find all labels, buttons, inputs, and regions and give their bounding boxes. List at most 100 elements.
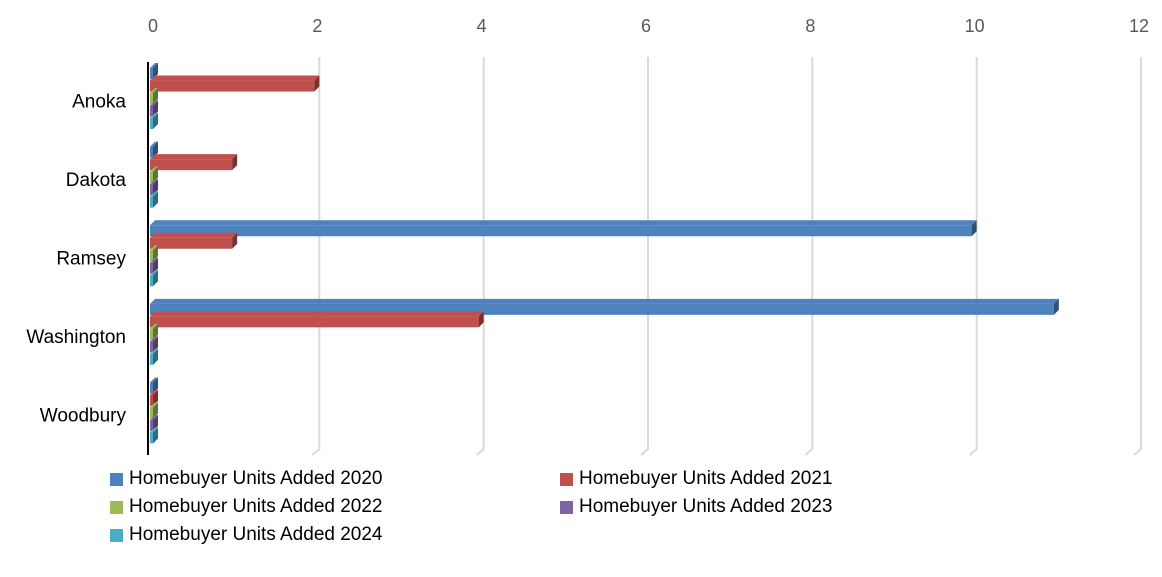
legend-item: Homebuyer Units Added 2024: [110, 524, 383, 546]
bar-front-face: [150, 432, 153, 444]
bar-side-face: [153, 377, 158, 394]
bar-chart: 0 2 4 6 8 10 12 Anoka Dakota Ramsey Washington Woo…: [26, 16, 1149, 456]
bar: [150, 257, 158, 274]
bar: [150, 377, 158, 394]
bar-side-face: [478, 311, 484, 328]
bar-front-face: [150, 93, 153, 105]
bar: [150, 245, 158, 262]
legend-item: Homebuyer Units Added 2022: [110, 496, 383, 518]
bar-front-face: [150, 184, 153, 196]
category-label: Woodbury: [40, 406, 127, 427]
bar-front-face: [150, 316, 479, 328]
bar: [150, 166, 158, 183]
category-label: Ramsey: [56, 249, 126, 270]
legend-swatch: [110, 528, 123, 542]
bar-front-face: [150, 80, 315, 92]
bar-front-face: [150, 196, 153, 208]
bar-top-face: [150, 166, 158, 172]
bar-side-face: [314, 75, 320, 92]
bar-front-face: [150, 328, 153, 340]
bar-front-face: [150, 171, 153, 183]
x-tick-label: 8: [805, 16, 815, 36]
x-tick-label: 10: [965, 16, 985, 36]
bar-side-face: [153, 323, 158, 340]
x-tick-label: 2: [312, 16, 322, 36]
bar-front-face: [150, 382, 153, 394]
legend-label: Homebuyer Units Added 2024: [129, 524, 383, 545]
bar: [150, 298, 1059, 315]
x-tick-labels: 0 2 4 6 8 10 12: [148, 16, 1149, 36]
bar-side-face: [153, 166, 158, 183]
bar: [150, 232, 238, 249]
bar: [150, 154, 238, 171]
bar-front-face: [150, 419, 153, 431]
bar-side-face: [153, 88, 158, 105]
x-tick-label: 6: [641, 16, 651, 36]
bar: [150, 179, 158, 196]
bar-top-face: [150, 245, 158, 251]
bar-side-face: [153, 100, 158, 117]
gridline: [969, 57, 978, 456]
bar-top-face: [150, 298, 1059, 304]
bar-top-face: [150, 414, 158, 420]
legend-item: Homebuyer Units Added 2021: [560, 468, 833, 490]
category-label: Anoka: [72, 91, 126, 112]
bar-front-face: [150, 275, 153, 287]
bar-side-face: [153, 389, 158, 406]
legend-item: Homebuyer Units Added 2020: [110, 468, 383, 490]
bar-top-face: [150, 113, 158, 119]
bar-top-face: [150, 75, 320, 81]
bar-top-face: [150, 179, 158, 185]
bar-front-face: [150, 353, 153, 365]
bar: [150, 88, 158, 105]
bar: [150, 402, 158, 419]
bar-top-face: [150, 257, 158, 263]
category-label: Washington: [26, 327, 126, 348]
gridline: [311, 57, 321, 456]
bar-top-face: [150, 220, 977, 226]
bar-top-face: [150, 336, 158, 342]
legend-swatch: [110, 472, 123, 486]
bar-side-face: [153, 245, 158, 262]
bar: [150, 348, 158, 365]
bar-top-face: [150, 100, 158, 106]
bar-front-face: [150, 105, 153, 117]
gridline: [1133, 57, 1142, 456]
bar-top-face: [150, 63, 158, 69]
bar: [150, 220, 977, 237]
bar-side-face: [232, 154, 238, 171]
bar-top-face: [150, 88, 158, 94]
bar-top-face: [150, 323, 158, 329]
bar-side-face: [153, 270, 158, 287]
bar-front-face: [150, 341, 153, 353]
gridline: [804, 57, 814, 456]
bar: [150, 270, 158, 287]
bar-top-face: [150, 389, 158, 395]
bar-side-face: [153, 191, 158, 208]
bar-top-face: [150, 311, 484, 317]
bar-side-face: [153, 141, 158, 158]
bar-side-face: [232, 232, 238, 249]
bars: [150, 63, 1059, 444]
grid-layer: [311, 57, 1142, 456]
bar-front-face: [150, 159, 233, 171]
x-tick-label: 12: [1129, 16, 1149, 36]
gridline: [640, 57, 649, 456]
legend-swatch: [110, 500, 123, 514]
bar-top-face: [150, 348, 158, 354]
category-labels: Anoka Dakota Ramsey Washington Woodbury: [26, 91, 126, 426]
legend-label: Homebuyer Units Added 2020: [129, 468, 383, 489]
bar-front-face: [150, 394, 153, 406]
legend-swatch: [560, 500, 573, 514]
bar: [150, 191, 158, 208]
bar-top-face: [150, 154, 238, 160]
bar-top-face: [150, 427, 158, 433]
bar: [150, 323, 158, 340]
bar: [150, 414, 158, 431]
bar-side-face: [153, 257, 158, 274]
bar-side-face: [153, 336, 158, 353]
bar-top-face: [150, 402, 158, 408]
x-tick-label: 0: [148, 16, 158, 36]
bar: [150, 311, 484, 328]
legend-item: Homebuyer Units Added 2023: [560, 496, 833, 518]
